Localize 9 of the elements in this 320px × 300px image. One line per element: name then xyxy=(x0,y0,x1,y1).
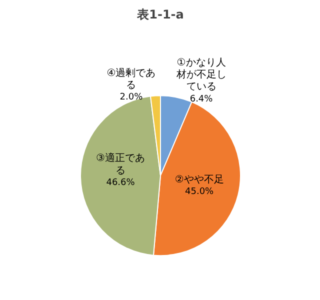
data-label: 2.0% xyxy=(120,92,144,103)
slice-label: ③適正である xyxy=(96,152,145,176)
data-label: 46.6% xyxy=(106,178,136,188)
slice-label: ②やや不足 xyxy=(174,174,224,186)
slice-label: ④過剰である xyxy=(106,67,156,92)
data-label: 6.4% xyxy=(190,94,214,104)
slice-label: ①かなり人材が不足している xyxy=(175,57,226,93)
chart-title: 表1-1-a xyxy=(136,8,184,22)
data-label: 45.0% xyxy=(185,186,214,197)
